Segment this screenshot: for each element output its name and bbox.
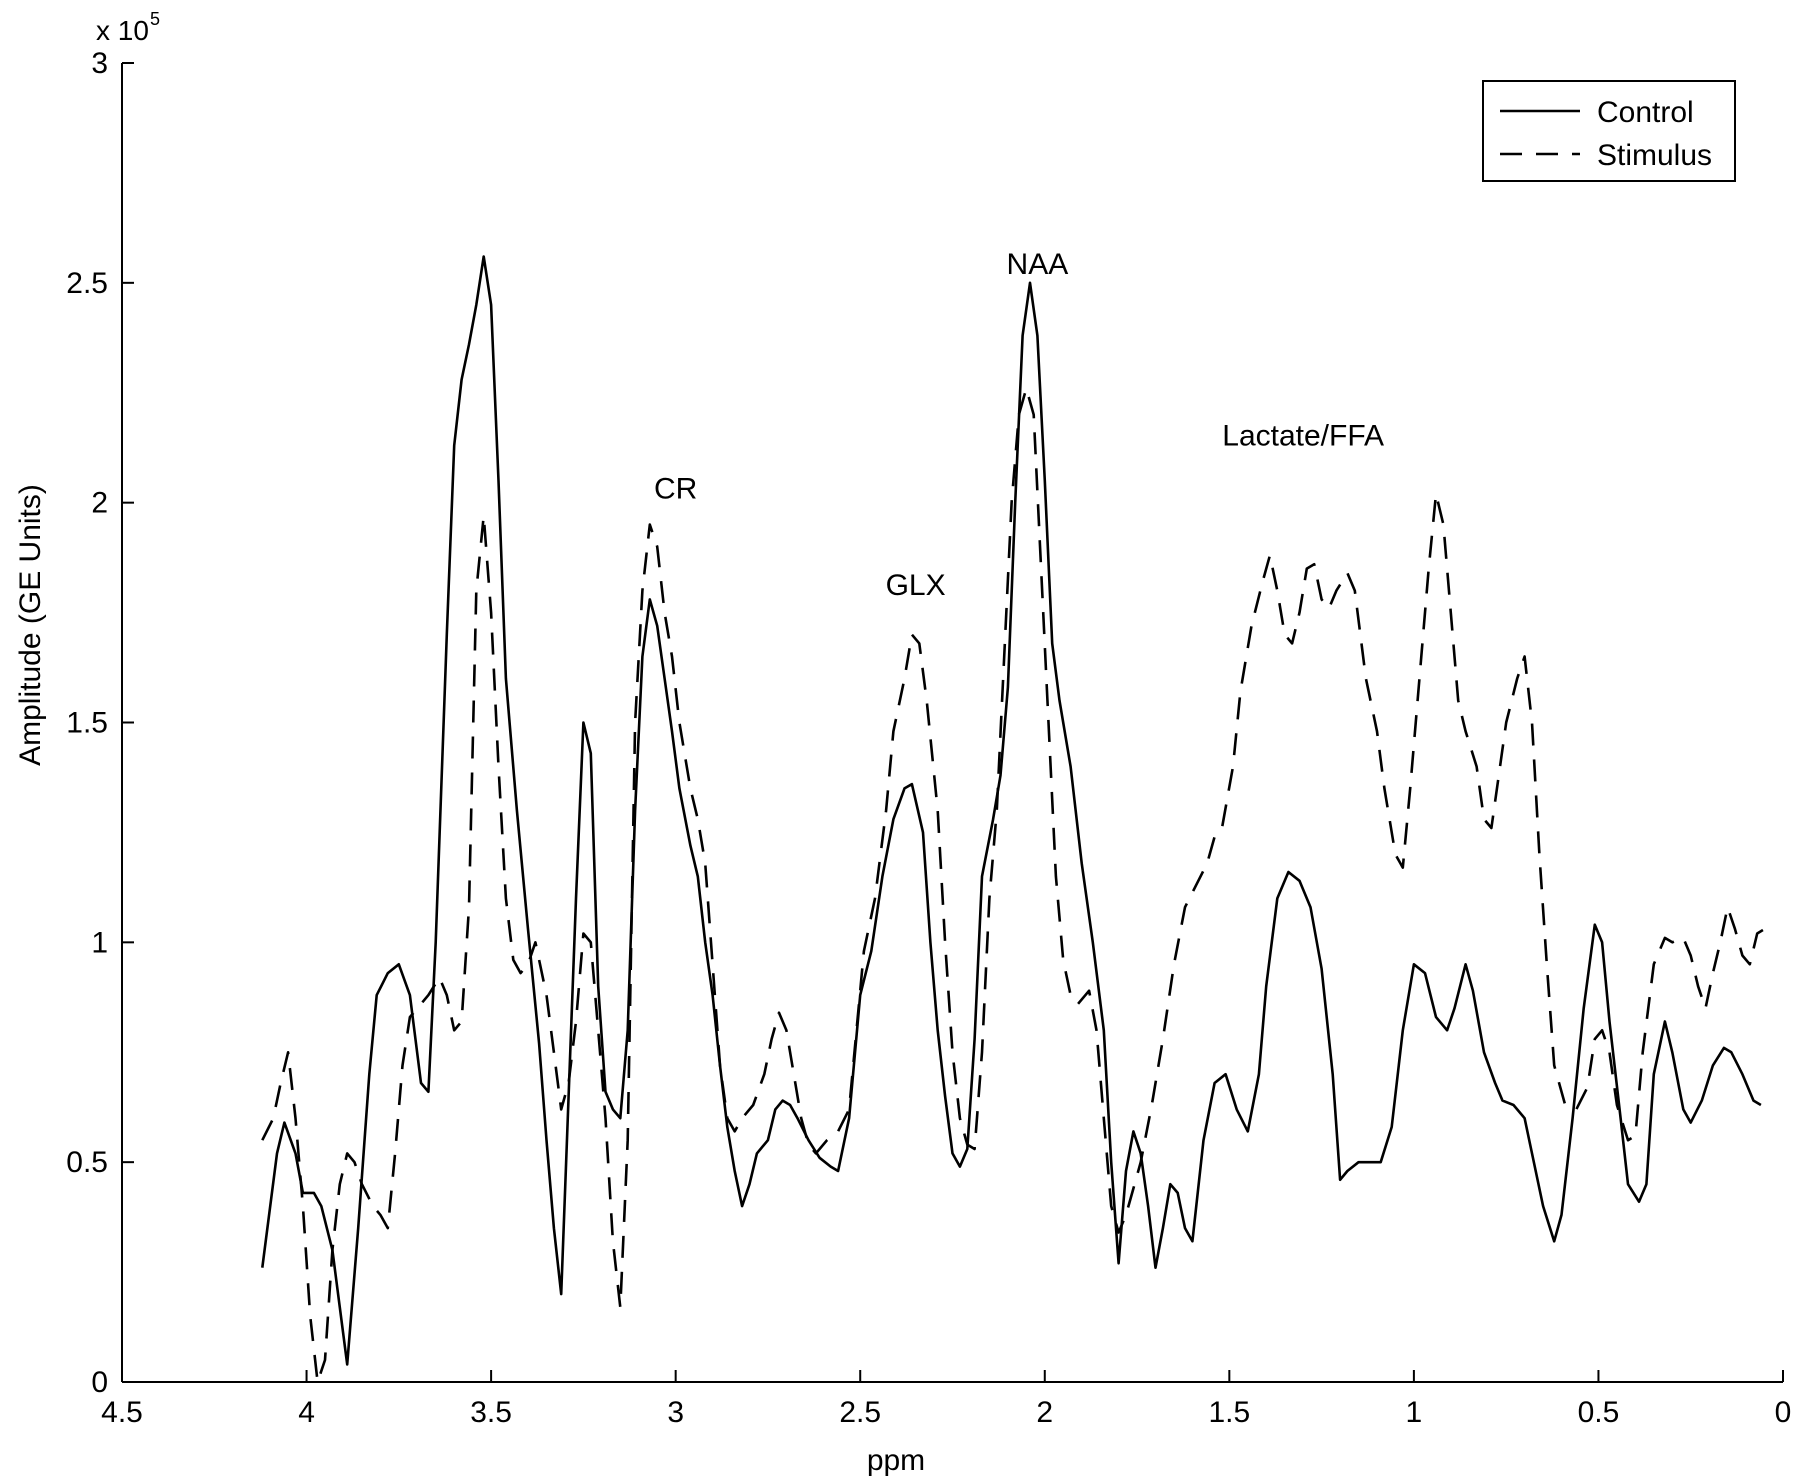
x-tick-label: 2.5 bbox=[839, 1396, 881, 1429]
legend-box bbox=[1482, 80, 1736, 182]
tick-layer: 4.5 4 3.5 3 2.5 2 1.5 1 0.5 0 0 0.5 1 1.5 2 2.5 3 bbox=[66, 47, 1791, 1429]
y-scale-label: x 10 bbox=[96, 15, 149, 46]
x-tick-label: 2 bbox=[1036, 1396, 1053, 1429]
annotation-naa: NAA bbox=[1007, 248, 1069, 281]
legend-label-control: Control bbox=[1597, 96, 1694, 129]
plot-frame bbox=[121, 63, 1783, 1383]
x-tick-label: 3 bbox=[667, 1396, 684, 1429]
y-tick-label: 2.5 bbox=[66, 267, 108, 300]
x-tick-label: 1.5 bbox=[1208, 1396, 1250, 1429]
y-axis-title: Amplitude (GE Units) bbox=[14, 484, 47, 766]
y-tick-label: 3 bbox=[91, 47, 108, 80]
y-tick-label: 2 bbox=[91, 487, 108, 520]
y-scale-exponent: 5 bbox=[150, 9, 160, 29]
series-layer bbox=[261, 255, 1766, 1384]
y-tick-label: 0 bbox=[91, 1366, 108, 1399]
annotation-layer: CR GLX NAA Lactate/FFA bbox=[654, 248, 1384, 602]
x-tick-label: 3.5 bbox=[470, 1396, 512, 1429]
annotation-cr: CR bbox=[654, 472, 697, 505]
x-tick-label: 4.5 bbox=[101, 1396, 143, 1429]
annotation-glx: GLX bbox=[886, 569, 946, 602]
annotation-lactate-ffa: Lactate/FFA bbox=[1222, 420, 1384, 453]
legend: Control Stimulus bbox=[1482, 80, 1736, 182]
series-line-control bbox=[261, 255, 1762, 1366]
y-tick-label: 1 bbox=[91, 926, 108, 959]
y-tick-label: 0.5 bbox=[66, 1146, 108, 1179]
x-tick-label: 4 bbox=[298, 1396, 315, 1429]
x-tick-label: 0 bbox=[1775, 1396, 1792, 1429]
x-tick-label: 0.5 bbox=[1578, 1396, 1620, 1429]
x-axis-title: ppm bbox=[867, 1444, 925, 1477]
legend-label-stimulus: Stimulus bbox=[1597, 139, 1712, 172]
series-line-stimulus bbox=[261, 387, 1766, 1384]
y-tick-label: 1.5 bbox=[66, 707, 108, 740]
x-tick-label: 1 bbox=[1406, 1396, 1423, 1429]
